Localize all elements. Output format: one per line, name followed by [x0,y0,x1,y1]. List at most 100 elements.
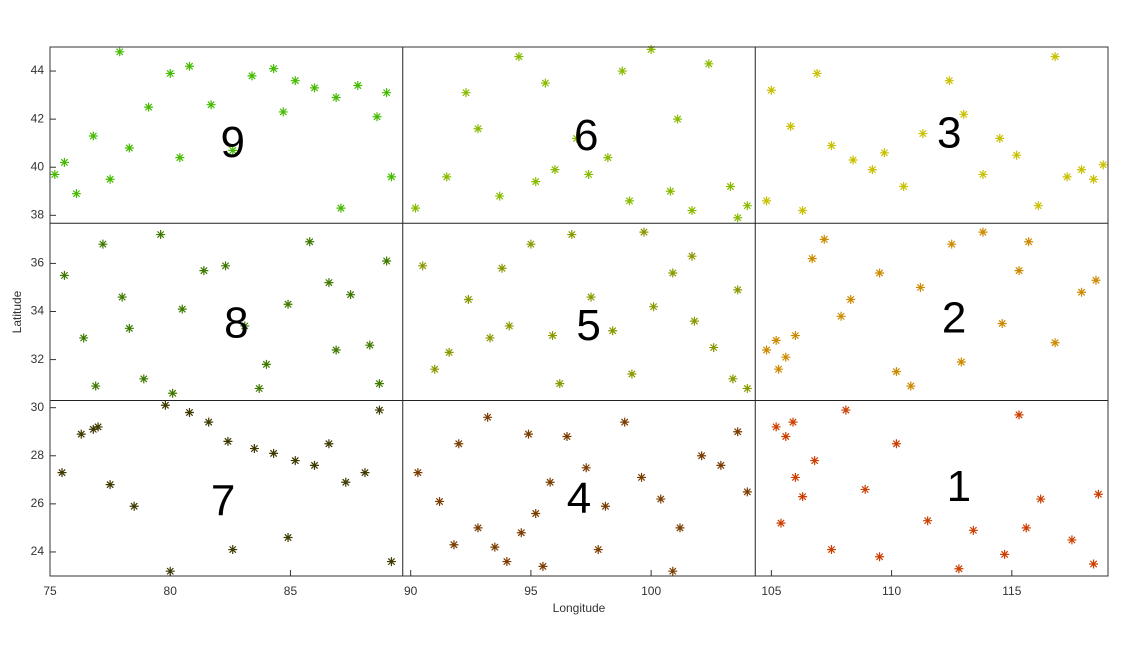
scatter-point [240,321,250,331]
scatter-point [269,64,279,74]
scatter-point [283,533,293,543]
scatter-point [1021,523,1031,533]
scatter-point [1050,52,1060,62]
scatter-point [1036,494,1046,504]
scatter-point [324,278,334,288]
scatter-point [819,234,829,244]
scatter-point [1098,160,1108,170]
scatter-point [1000,549,1010,559]
scatter-point [742,487,752,497]
scatter-point [716,460,726,470]
scatter-point [290,456,300,466]
region-label: 4 [567,474,591,523]
x-tick-label: 105 [761,584,781,598]
scatter-point [899,181,909,191]
scatter-point [88,131,98,141]
scatter-point [538,561,548,571]
scatter-point [160,400,170,410]
scatter-point [944,76,954,86]
scatter-point [76,429,86,439]
scatter-point [223,436,233,446]
scatter-point [324,439,334,449]
scatter-point [826,141,836,151]
scatter-point [875,268,885,278]
scatter-point [410,203,420,213]
scatter-point [71,189,81,199]
scatter-point [444,347,454,357]
scatter-point [545,477,555,487]
scatter-point [687,251,697,261]
scatter-point [435,496,445,506]
scatter-point [600,501,610,511]
scatter-point [526,239,536,249]
scatter-point [620,417,630,427]
scatter-point [742,201,752,211]
scatter-point [1024,237,1034,247]
scatter-point [572,133,582,143]
scatter-point [774,364,784,374]
scatter-point [144,102,154,112]
scatter-point [665,186,675,196]
scatter-point [228,145,238,155]
scatter-point [956,357,966,367]
scatter-point [608,326,618,336]
scatter-point [473,523,483,533]
scatter-point [360,468,370,478]
scatter-point [204,417,214,427]
scatter-point [283,299,293,309]
scatter-point [382,88,392,98]
scatter-point [649,302,659,312]
scatter-point [386,172,396,182]
scatter-point [524,429,534,439]
x-tick-label: 110 [882,584,901,598]
scatter-point [766,85,776,95]
scatter-point [490,542,500,552]
scatter-point [1014,410,1024,420]
scatter-point [165,68,175,78]
scatter-point [483,412,493,422]
y-tick-label: 42 [31,111,45,125]
scatter-point [502,557,512,567]
scatter-point [310,83,319,93]
scatter-point [485,333,495,343]
scatter-point [923,516,933,526]
scatter-point [382,256,392,266]
scatter-point [249,444,259,454]
scatter-point [687,206,697,216]
scatter-point [386,557,396,567]
scatter-point [93,422,103,432]
scatter-point [810,456,820,466]
scatter-point [581,463,591,473]
scatter-point [463,294,473,304]
scatter-point [891,367,901,377]
scatter-point [771,335,781,345]
scatter-point [1014,266,1024,276]
scatter-point [516,528,526,538]
scatter-point [725,181,735,191]
scatter-point [617,66,627,76]
scatter-point [1033,201,1043,211]
scatter-point [461,88,471,98]
scatter-point [124,323,134,333]
scatter-point [968,525,978,535]
scatter-point [918,129,928,139]
scatter-point [184,407,194,417]
scatter-point [57,468,67,478]
region-label: 9 [221,118,245,167]
region-label: 7 [211,476,235,525]
scatter-point [841,405,851,415]
scatter-point [656,494,666,504]
scatter-point [221,261,231,271]
scatter-point [156,230,166,240]
scatter-point [98,239,108,249]
scatter-point [562,432,572,442]
y-tick-label: 32 [31,352,45,366]
region-label: 5 [576,301,600,350]
y-tick-label: 44 [31,63,45,77]
scatter-point [1067,535,1077,545]
scatter-point [639,227,649,237]
scatter-point [673,114,683,124]
region-label: 1 [947,462,971,511]
scatter-point [331,345,341,355]
